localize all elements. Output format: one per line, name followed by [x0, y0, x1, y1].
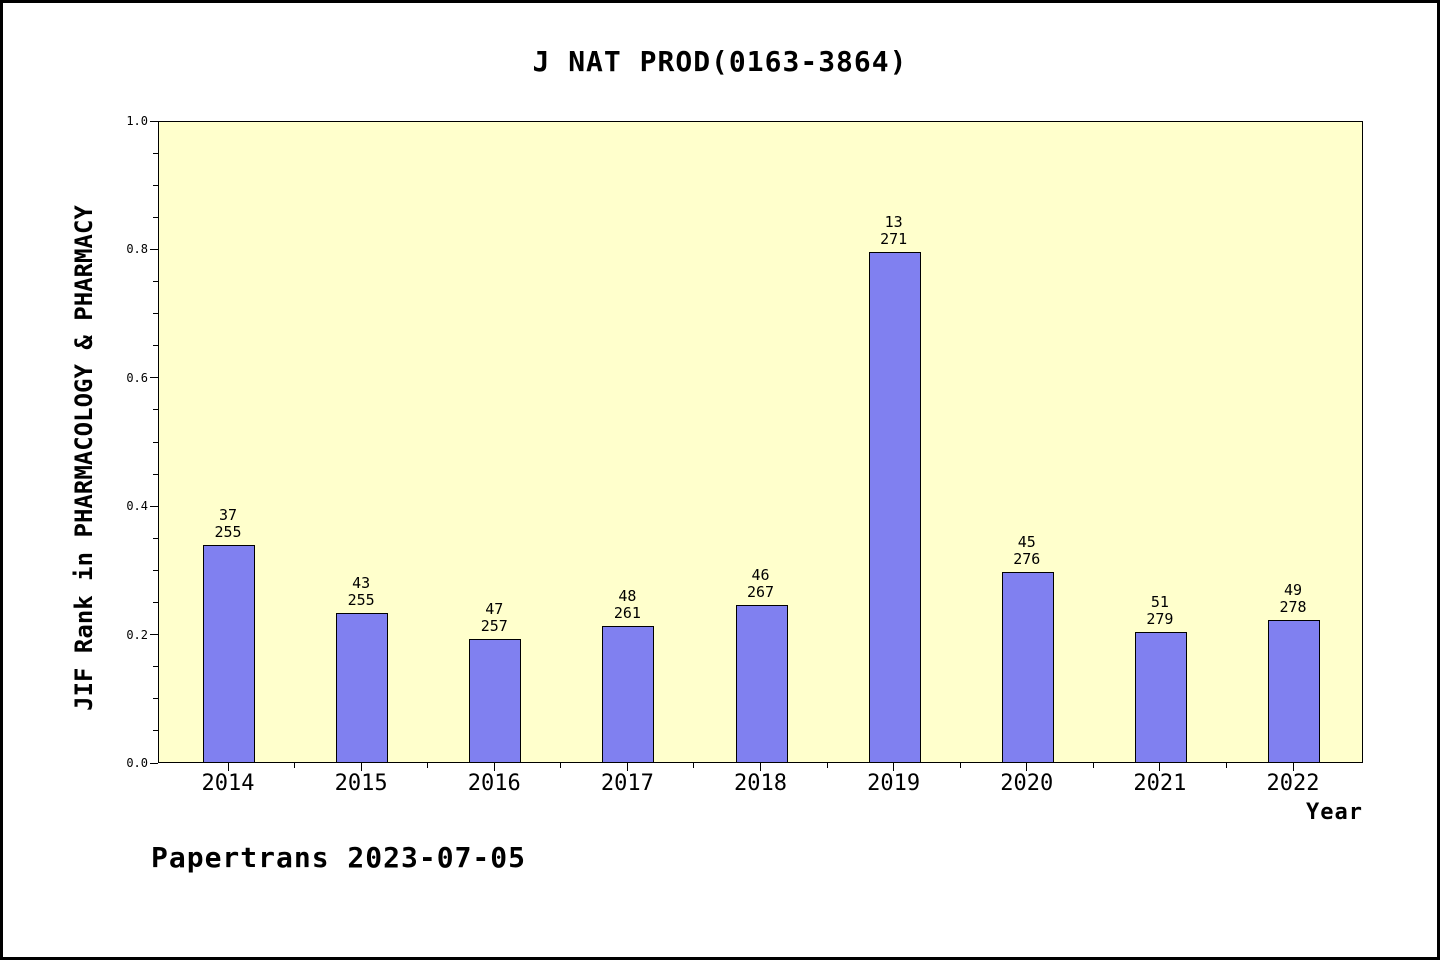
x-tick-label-2015: 2015 [334, 771, 388, 796]
x-minor-tick [693, 763, 695, 768]
bar-2015 [336, 613, 389, 762]
x-tick-label-2016: 2016 [467, 771, 521, 796]
y-major-tick [150, 762, 158, 764]
x-major-tick [1292, 763, 1294, 771]
bar-2017 [602, 625, 655, 762]
bar-2021 [1134, 632, 1187, 762]
x-tick-label-2017: 2017 [600, 771, 654, 796]
y-tick-label: 1.0 [126, 114, 148, 128]
x-tick-label-2014: 2014 [201, 771, 255, 796]
y-major-tick [150, 248, 158, 250]
y-major-tick [150, 120, 158, 122]
bar-2016 [469, 639, 522, 762]
x-minor-tick [959, 763, 961, 768]
footer-text: Papertrans 2023-07-05 [151, 841, 527, 874]
x-major-tick [1159, 763, 1161, 771]
x-tick-label-2018: 2018 [734, 771, 787, 796]
x-minor-tick [826, 763, 828, 768]
x-tick-label-2021: 2021 [1133, 771, 1187, 796]
x-major-tick [626, 763, 628, 771]
y-major-tick [150, 634, 158, 636]
x-major-tick [760, 763, 761, 771]
bar-2018 [735, 604, 788, 762]
x-minor-tick [294, 763, 296, 768]
x-minor-tick [427, 763, 429, 768]
x-tick-label-2019: 2019 [867, 771, 921, 796]
y-major-tick [150, 505, 158, 507]
chart-title: J NAT PROD(0163-3864) [532, 45, 908, 78]
x-minor-tick [1225, 763, 1227, 768]
bar-2020 [1001, 571, 1054, 762]
x-tick-label-2022: 2022 [1266, 771, 1320, 796]
x-major-tick [493, 763, 495, 771]
bar-2019 [868, 251, 921, 762]
x-minor-tick [1092, 763, 1094, 768]
x-major-tick [360, 763, 362, 771]
y-tick-label: 0.0 [126, 756, 148, 770]
x-major-tick [1026, 763, 1028, 771]
x-major-tick [227, 763, 229, 771]
y-axis-label: JIF Rank in PHARMACOLOGY & PHARMACY [70, 205, 98, 711]
x-minor-tick [560, 763, 562, 768]
x-tick-label-2020: 2020 [1000, 771, 1054, 796]
y-major-tick [150, 377, 158, 379]
bar-2014 [203, 545, 255, 762]
plot-area [158, 121, 1363, 763]
x-axis-label: Year [1306, 800, 1363, 825]
x-major-tick [893, 763, 895, 771]
bar-2022 [1268, 620, 1320, 762]
